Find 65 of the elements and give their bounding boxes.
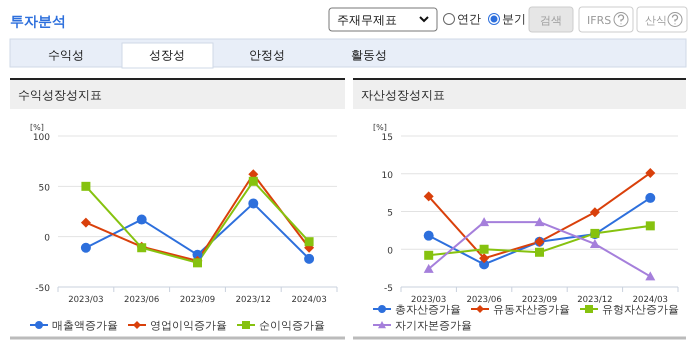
chart-title: 수익성장성지표 [18, 88, 102, 102]
x-tick-label: 2023/06 [124, 295, 160, 305]
text: 수익성 [48, 48, 84, 62]
point [590, 238, 600, 248]
y-tick-label: 100 [32, 133, 50, 143]
point [645, 271, 656, 280]
x-tick-label: 2023/12 [577, 295, 613, 305]
y-tick-label: 0 [387, 246, 394, 256]
point [534, 217, 544, 226]
point [81, 182, 90, 191]
y-tick-label: 50 [38, 183, 50, 194]
text: 안정성 [249, 48, 285, 62]
text: 산식 [645, 14, 667, 27]
x-tick-label: 2023/06 [466, 295, 502, 305]
y-axis-title: [%] [30, 123, 44, 132]
y-tick-label: 15 [382, 133, 393, 143]
legend-label: 영업이익증가율 [150, 319, 227, 332]
x-tick-label: 2023/09 [180, 295, 216, 305]
x-tick-label: 2024/03 [632, 295, 668, 305]
text: 활동성 [351, 48, 387, 62]
text: 투자분석 [10, 14, 66, 30]
x-tick-label: 2024/03 [291, 295, 327, 305]
chart-title: 자산성장성지표 [361, 88, 445, 102]
x-tick-label: 2023/09 [522, 295, 558, 305]
x-tick-label: 2023/12 [236, 295, 271, 305]
legend-label: 총자산증가율 [395, 303, 461, 316]
y-tick-label: -50 [35, 284, 50, 294]
point [424, 230, 434, 241]
text: 연간 [457, 12, 481, 26]
point [424, 191, 434, 202]
legend-label: 순이익증가율 [259, 319, 325, 332]
text: 검색 [540, 14, 562, 27]
legend-label: 유동자산증가율 [493, 303, 570, 316]
point [479, 253, 490, 264]
y-tick-label: 10 [382, 170, 394, 181]
text: 성장성 [149, 48, 185, 62]
y-tick-label: 5 [387, 208, 393, 218]
point [248, 176, 258, 186]
point [80, 218, 91, 228]
point [193, 258, 202, 268]
point [645, 168, 656, 178]
x-tick-label: 2023/03 [68, 295, 104, 305]
point [646, 221, 655, 230]
point [80, 242, 91, 253]
point [424, 250, 434, 260]
point [136, 214, 147, 225]
point [304, 237, 314, 246]
point [535, 248, 544, 257]
point [424, 264, 434, 273]
point [590, 207, 600, 218]
y-tick-label: -5 [384, 284, 393, 294]
legend-label: 유형자산증가율 [602, 303, 679, 316]
y-tick-label: 0 [44, 234, 50, 244]
text: 분기 [502, 12, 526, 26]
y-axis-title: [%] [373, 123, 387, 132]
point [248, 198, 258, 208]
legend-label: 자기자본증가율 [395, 319, 472, 332]
legend-label: 매출액증가율 [52, 319, 118, 332]
point [304, 254, 314, 264]
point [480, 244, 489, 254]
text: IFRS [587, 14, 612, 27]
text: 주재무제표 [337, 13, 397, 27]
point [479, 217, 490, 226]
x-tick-label: 2023/03 [411, 295, 446, 305]
point [645, 192, 656, 203]
